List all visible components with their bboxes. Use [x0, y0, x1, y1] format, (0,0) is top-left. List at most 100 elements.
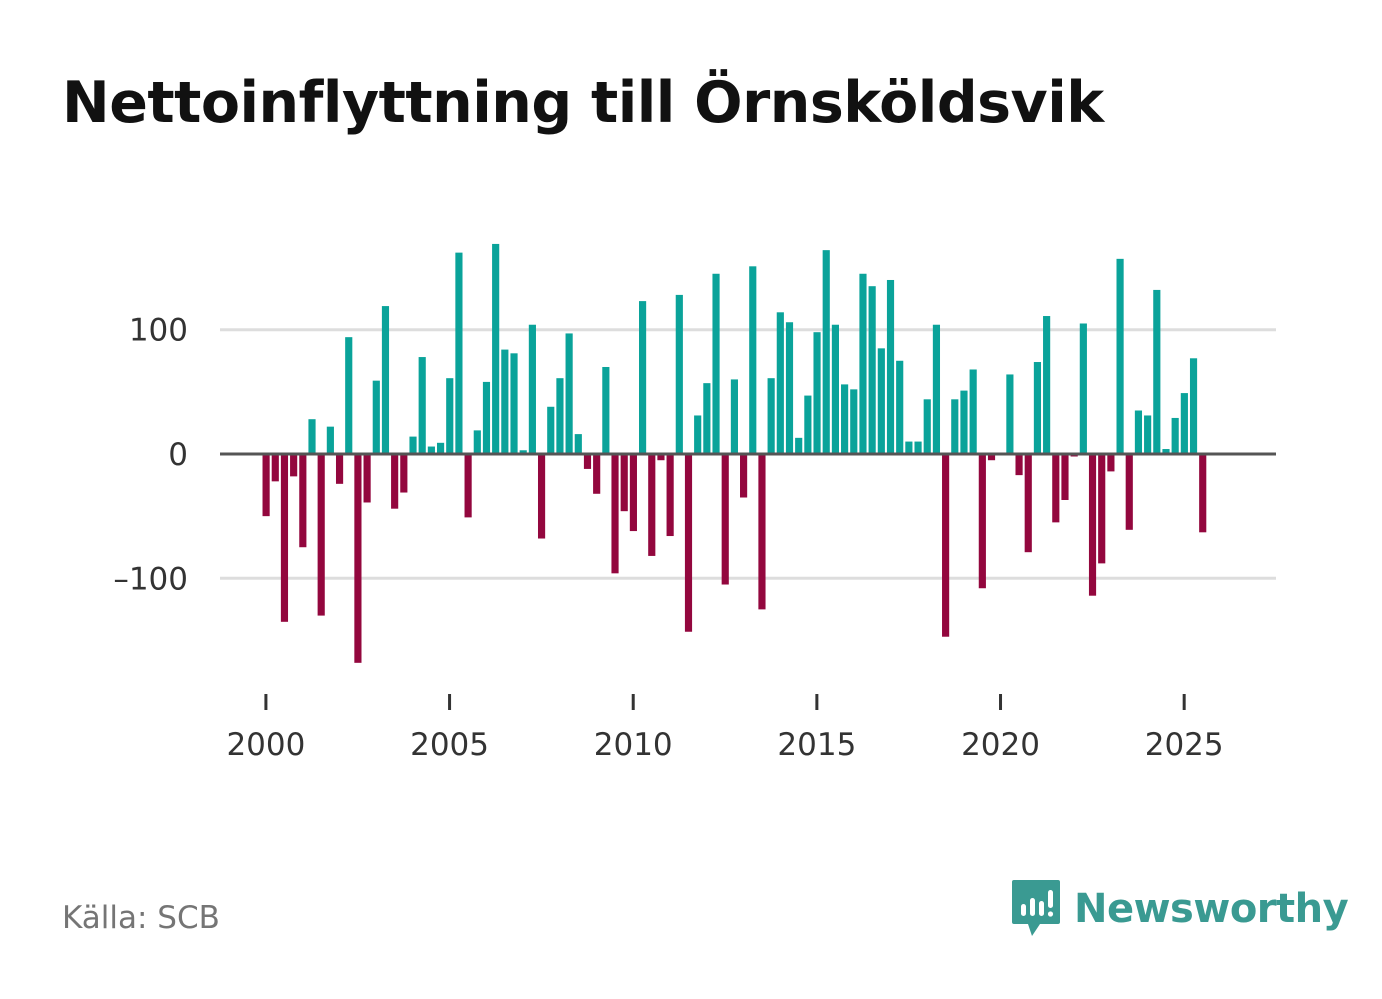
bar	[372, 380, 380, 454]
bar	[602, 366, 610, 454]
bar	[877, 348, 885, 454]
bar	[1199, 454, 1207, 533]
bar	[951, 399, 959, 454]
bar	[574, 434, 582, 454]
bar	[1061, 454, 1069, 500]
bar	[354, 454, 362, 663]
bar	[492, 243, 500, 454]
bar	[822, 250, 830, 454]
brand-logo[interactable]: Newsworthy	[1010, 878, 1349, 940]
bar	[850, 389, 858, 454]
bar	[1162, 449, 1170, 454]
bar	[905, 441, 913, 454]
bar	[776, 312, 784, 454]
bar	[1098, 454, 1106, 564]
bar	[648, 454, 656, 556]
bar	[391, 454, 399, 509]
bar	[1107, 454, 1115, 472]
bar	[639, 301, 647, 454]
bar	[684, 454, 693, 632]
source-label: Källa: SCB	[62, 900, 220, 936]
bar	[675, 294, 683, 454]
bar	[785, 322, 794, 454]
bar	[813, 332, 821, 454]
brand-name: Newsworthy	[1074, 886, 1349, 932]
bar	[620, 454, 628, 512]
bar	[1052, 454, 1060, 523]
x-tick-label: 2000	[226, 727, 305, 763]
bar	[427, 446, 435, 454]
bar	[1189, 358, 1198, 454]
bar	[436, 442, 445, 454]
bar	[1180, 393, 1188, 454]
bar	[547, 406, 555, 454]
bar	[345, 337, 353, 454]
bar	[1024, 454, 1032, 553]
bar	[730, 379, 738, 454]
bar	[565, 333, 573, 454]
bar	[593, 454, 601, 494]
bar-chart: 100 0 –100 2000 2005 2010 2015 2020 2025	[113, 243, 1276, 763]
bar	[1144, 415, 1152, 454]
bar	[795, 437, 803, 454]
bar	[528, 324, 536, 454]
bar	[473, 430, 481, 454]
bar	[1079, 323, 1087, 455]
bar	[519, 450, 527, 454]
bar	[1033, 362, 1042, 454]
bar	[409, 436, 417, 454]
grid-lines	[220, 328, 1276, 580]
axes: 100 0 –100 2000 2005 2010 2015 2020 2025	[113, 313, 1276, 763]
bar-series	[262, 243, 1207, 663]
bar	[694, 415, 702, 454]
bar	[978, 454, 986, 589]
bar	[914, 441, 922, 454]
bar	[942, 454, 950, 637]
bar	[721, 454, 729, 585]
bar	[299, 454, 307, 548]
x-tick-label: 2025	[1145, 727, 1224, 763]
bar	[749, 266, 757, 454]
y-tick-label: –100	[113, 561, 188, 597]
bar	[712, 273, 720, 454]
y-tick-label: 100	[129, 313, 188, 349]
bar	[960, 390, 968, 454]
x-tick-label: 2010	[594, 727, 673, 763]
bar	[831, 324, 839, 454]
bar	[290, 454, 298, 477]
chart-title: Nettoinflyttning till Örnsköldsvik	[62, 70, 1104, 136]
bar	[1116, 258, 1124, 454]
bar	[271, 454, 279, 482]
bar	[1006, 374, 1014, 454]
bar	[932, 324, 941, 454]
bar	[400, 454, 408, 493]
bar	[629, 454, 637, 532]
x-tick-label: 2015	[777, 727, 856, 763]
bar	[886, 279, 895, 454]
bar	[987, 454, 996, 461]
bar	[1015, 454, 1023, 476]
bar	[464, 454, 472, 518]
bar	[510, 353, 518, 454]
bar	[1153, 289, 1161, 454]
bar	[923, 399, 931, 454]
bar	[308, 419, 316, 454]
bar	[859, 273, 867, 454]
bar	[501, 349, 509, 454]
newsworthy-logo-icon	[1012, 880, 1060, 936]
bar	[666, 454, 674, 537]
bar	[1171, 417, 1179, 454]
bar	[418, 357, 426, 454]
bar	[317, 454, 325, 616]
bar	[280, 454, 289, 622]
bar	[767, 378, 775, 454]
bar	[455, 252, 463, 454]
bar	[758, 454, 766, 610]
bar	[446, 378, 454, 454]
bar	[381, 306, 390, 454]
bar	[896, 360, 904, 454]
bar	[969, 369, 977, 454]
bar	[1134, 410, 1143, 455]
bar	[804, 395, 812, 454]
bar	[363, 454, 371, 503]
